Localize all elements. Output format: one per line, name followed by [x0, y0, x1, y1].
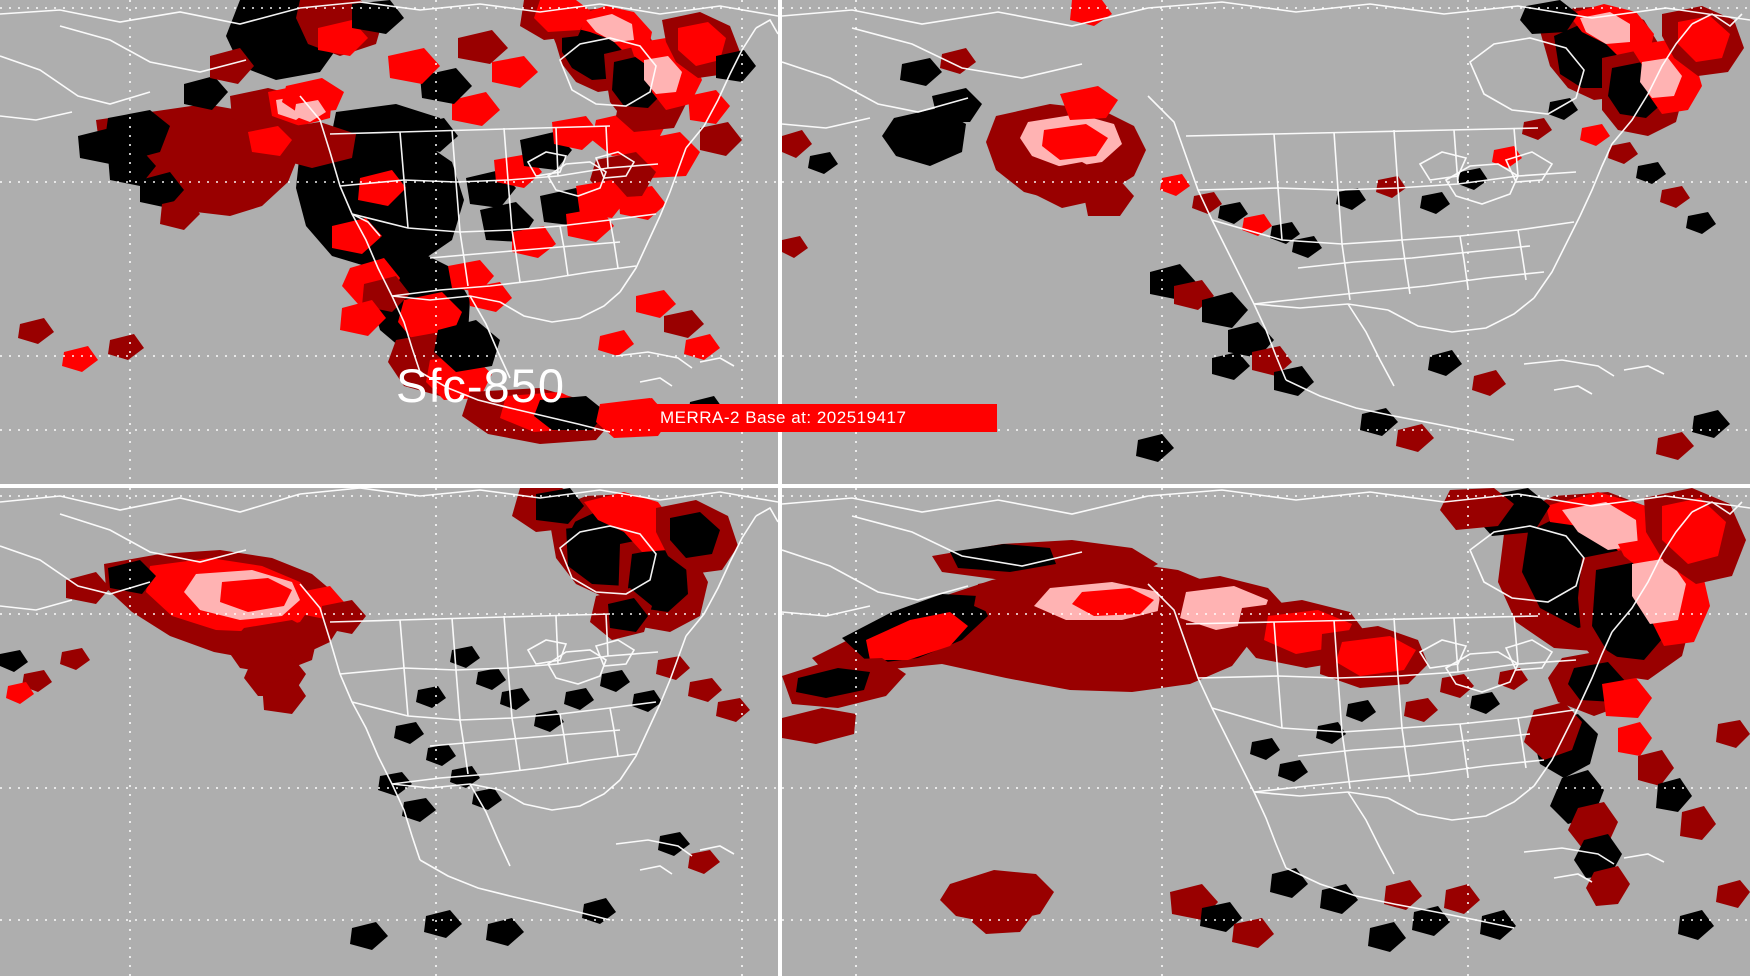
gridlines-sfc-850 — [0, 0, 778, 484]
panel-500-300-canvas — [782, 488, 1750, 976]
panel-700-500-canvas — [0, 488, 778, 976]
data-layer-sfc-850 — [18, 0, 756, 444]
map-panel-850-700[interactable]: 850-700 — [782, 0, 1750, 484]
title-banner: MERRA-2 Base at: 202519417 — [652, 404, 997, 432]
basemap-lines-sfc-850 — [0, 1, 778, 433]
gridlines-700-500 — [0, 488, 778, 976]
horizontal-panel-divider — [0, 484, 1750, 488]
map-panel-700-500[interactable]: 700-500 — [0, 488, 778, 976]
panel-850-700-canvas — [782, 0, 1750, 484]
map-panel-sfc-850[interactable]: Sfc-850 — [0, 0, 778, 484]
data-layer-700-500 — [0, 488, 750, 950]
basemap-lines-700-500 — [0, 488, 778, 921]
vertical-panel-divider — [778, 0, 782, 976]
data-layer-500-300 — [782, 488, 1750, 952]
basemap-lines-850-700 — [782, 1, 1750, 441]
map-panel-500-300[interactable]: 500-300 — [782, 488, 1750, 976]
gridlines-500-300 — [782, 488, 1750, 976]
panel-sfc-850-canvas — [0, 0, 778, 484]
